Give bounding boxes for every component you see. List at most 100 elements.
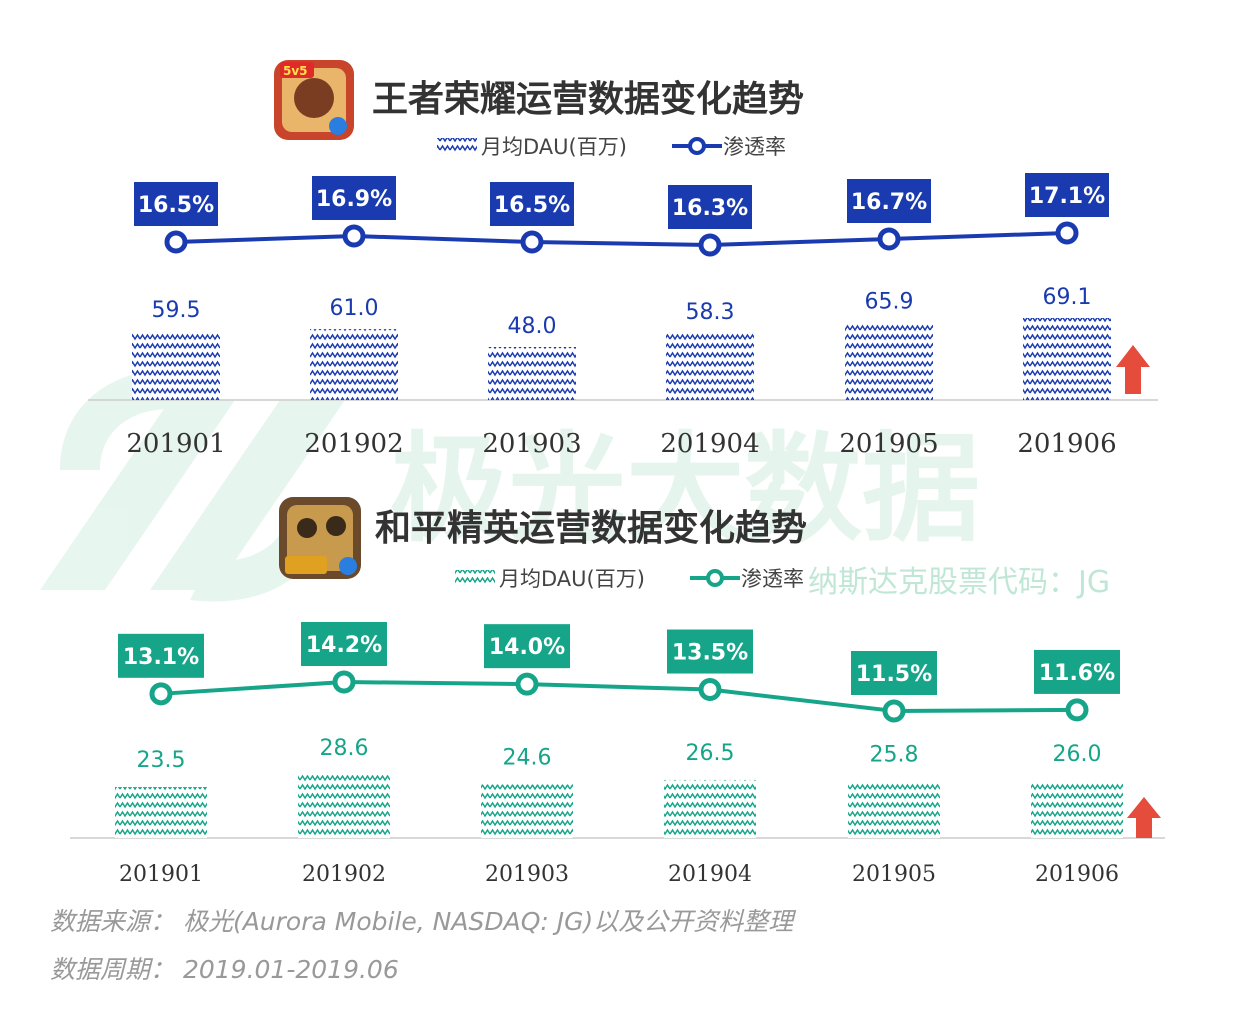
x-tick-201906: 201906 <box>1017 429 1116 459</box>
x-tick-201904: 201904 <box>660 429 759 459</box>
svg-text:5v5: 5v5 <box>283 64 308 78</box>
rate-point-201905 <box>877 227 901 251</box>
rate-label-201906: 17.1% <box>1029 184 1105 209</box>
rate-box-201901 <box>134 182 218 226</box>
chart-2-bars <box>115 775 1123 838</box>
rate-label-201904: 16.3% <box>672 196 748 221</box>
bar-value-201905: 65.9 <box>865 289 914 314</box>
legend-rate-label: 渗透率 <box>741 567 804 591</box>
bar-201906 <box>1031 781 1123 838</box>
bar-value-201901: 59.5 <box>152 298 201 323</box>
x-tick-201901: 201901 <box>126 429 225 459</box>
rate-box-201902 <box>301 622 387 666</box>
chart-2-x-ticks: 201901 201902 201903 201904 201905 20190… <box>119 862 1119 887</box>
rate-box-201904 <box>668 185 752 229</box>
bar-201904 <box>664 779 756 838</box>
rate-point-201904 <box>698 678 722 702</box>
rate-point-201902 <box>342 224 366 248</box>
x-tick-201902: 201902 <box>302 862 386 887</box>
honor-of-kings-app-icon: 5v5 <box>274 60 354 140</box>
bar-201903 <box>488 347 576 400</box>
bar-value-201902: 28.6 <box>320 736 369 761</box>
bar-value-201904: 26.5 <box>686 741 735 766</box>
rate-point-201902 <box>332 670 356 694</box>
rate-box-201905 <box>847 179 931 223</box>
chart-1-title: 王者荣耀运营数据变化趋势 <box>372 78 804 120</box>
x-tick-201903: 201903 <box>482 429 581 459</box>
bar-201902 <box>298 775 390 838</box>
source-note: 数据来源： 极光(Aurora Mobile, NASDAQ: JG)以及公开资… <box>50 907 796 936</box>
rate-label-201905: 16.7% <box>851 190 927 215</box>
rate-point-201903 <box>520 230 544 254</box>
chart-2-rate-points <box>149 670 1089 723</box>
rate-point-201906 <box>1055 221 1079 245</box>
chart-2-bar-labels: 23.5 28.6 24.6 26.5 25.8 26.0 <box>137 736 1102 773</box>
rate-label-201901: 13.1% <box>123 645 199 670</box>
rate-label-201901: 16.5% <box>138 193 214 218</box>
x-tick-201906: 201906 <box>1035 862 1119 887</box>
bar-201902 <box>310 329 398 400</box>
rate-point-201904 <box>698 233 722 257</box>
bar-201906 <box>1023 318 1111 400</box>
chart-1-rate-line <box>175 231 1068 248</box>
x-tick-201905: 201905 <box>852 862 936 887</box>
bar-201905 <box>848 781 940 838</box>
chart-2-rate-label-boxes <box>118 622 1120 695</box>
chart-2-rate-labels: 13.1% 14.2% 14.0% 13.5% 11.5% 11.6% <box>123 633 1115 687</box>
x-tick-201903: 201903 <box>485 862 569 887</box>
legend-rate-marker <box>706 569 724 587</box>
rate-box-201905 <box>851 651 937 695</box>
bar-value-201903: 24.6 <box>503 745 552 770</box>
rate-label-201906: 11.6% <box>1039 661 1115 686</box>
chart-2-rate-line <box>160 679 1078 714</box>
bar-201903 <box>481 784 573 838</box>
bar-201904 <box>666 332 754 400</box>
legend-dau-label: 月均DAU(百万) <box>481 135 627 159</box>
chart-1: 5v5 王者荣耀运营数据变化趋势 月均DAU(百万) 渗透率 59.5 61.0… <box>88 60 1158 459</box>
rate-point-201906 <box>1065 698 1089 722</box>
bar-value-201902: 61.0 <box>330 296 379 321</box>
rate-label-201902: 16.9% <box>316 187 392 212</box>
bar-201901 <box>132 331 220 400</box>
chart-2-title: 和平精英运营数据变化趋势 <box>375 507 807 549</box>
x-tick-201901: 201901 <box>119 862 203 887</box>
rate-box-201901 <box>118 633 204 678</box>
trend-up-arrow-icon <box>1116 345 1150 394</box>
rate-label-201903: 16.5% <box>494 193 570 218</box>
rate-box-201906 <box>1025 173 1109 217</box>
trend-up-arrow-icon <box>1127 797 1161 838</box>
chart-1-rate-label-boxes <box>134 173 1109 229</box>
x-tick-201905: 201905 <box>839 429 938 459</box>
legend-dau-swatch <box>455 570 495 586</box>
chart-1-rate-labels: 16.5% 16.9% 16.5% 16.3% 16.7% 17.1% <box>138 184 1105 221</box>
legend-rate-label: 渗透率 <box>723 135 786 159</box>
period-note: 数据周期： 2019.01-2019.06 <box>50 955 399 984</box>
rate-box-201902 <box>312 176 396 220</box>
rate-label-201905: 11.5% <box>856 662 932 687</box>
rate-point-201901 <box>164 230 188 254</box>
chart-1-bar-labels: 59.5 61.0 48.0 58.3 65.9 69.1 <box>152 285 1092 339</box>
bar-value-201903: 48.0 <box>508 314 557 339</box>
bar-value-201901: 23.5 <box>137 748 186 773</box>
legend-rate-marker <box>688 137 706 155</box>
watermark-ticker: 纳斯达克股票代码：JG <box>808 565 1110 600</box>
rate-box-201903 <box>490 182 574 226</box>
x-tick-201904: 201904 <box>668 862 752 887</box>
rate-box-201904 <box>667 629 753 674</box>
chart-1-bars <box>132 318 1111 400</box>
rate-label-201903: 14.0% <box>489 635 565 660</box>
rate-point-201901 <box>149 682 173 706</box>
bar-value-201906: 26.0 <box>1053 742 1102 767</box>
rate-label-201902: 14.2% <box>306 633 382 658</box>
legend-dau-swatch <box>437 138 477 154</box>
rate-point-201905 <box>882 699 906 723</box>
watermark-brand: 极光大数据 <box>390 420 980 558</box>
rate-box-201906 <box>1034 649 1120 694</box>
rate-label-201904: 13.5% <box>672 641 748 666</box>
chart-2-legend: 月均DAU(百万) 渗透率 <box>455 567 804 591</box>
bar-value-201906: 69.1 <box>1043 285 1092 310</box>
rate-box-201903 <box>484 624 570 669</box>
bar-value-201904: 58.3 <box>686 300 735 325</box>
chart-1-x-ticks: 201901 201902 201903 201904 201905 20190… <box>126 429 1116 459</box>
chart-2: 和平精英运营数据变化趋势 月均DAU(百万) 渗透率 23.5 28.6 24.… <box>70 497 1165 887</box>
